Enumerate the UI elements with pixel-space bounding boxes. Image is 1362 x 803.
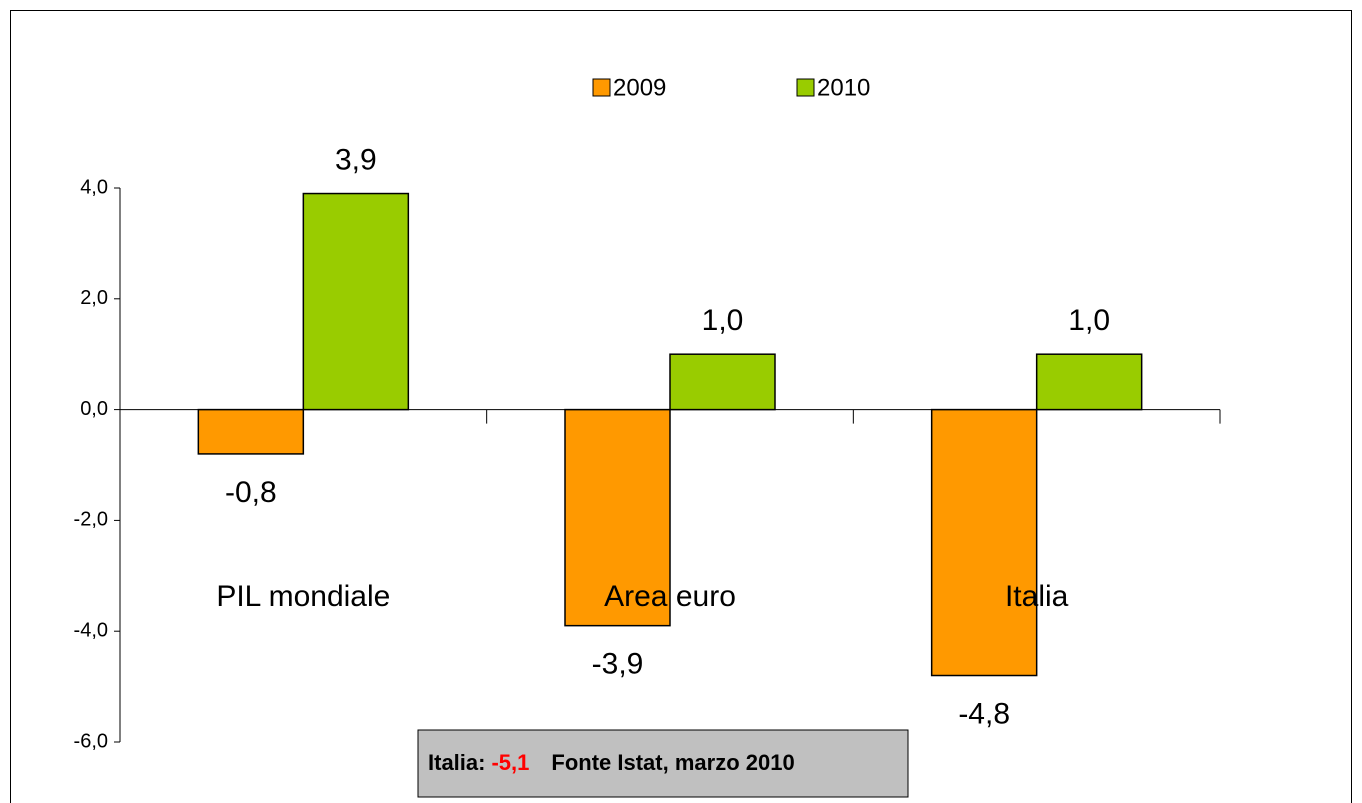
data-label: 1,0 [702,304,744,337]
data-label: -3,9 [592,648,644,681]
x-tick-label: PIL mondiale [216,580,390,613]
legend-swatch [592,78,611,97]
bar [564,408,671,627]
y-tick-label: 4,0 [80,176,108,198]
y-tick-label: -4,0 [74,619,108,641]
legend-label: 2009 [613,74,666,101]
bar [1035,353,1143,411]
data-label: 1,0 [1068,304,1110,337]
legend-swatch [796,78,815,97]
annotation-label: Italia: [428,750,485,775]
x-tick-label: Italia [1005,580,1069,613]
x-tick-label: Area euro [604,580,736,613]
data-label: 3,9 [335,143,377,176]
bar [930,408,1038,677]
plot: 4,0 2,0 0,0 -2,0 -4,0 -6,0 -0,8 3,9 -3,9 1,0 -4,8 1… [74,74,1221,752]
bar [197,408,305,455]
y-tick-label: -2,0 [74,509,108,531]
annotation-value: -5,1 [491,750,529,775]
y-tick-label: -6,0 [74,730,108,752]
legend-label: 2010 [817,74,870,101]
y-tick-label: 2,0 [80,287,108,309]
data-label: -4,8 [958,697,1010,730]
y-tick-label: 0,0 [80,398,108,420]
annotation-box [417,729,909,798]
annotation-source: Fonte Istat, marzo 2010 [551,750,794,775]
bar [669,353,776,411]
data-label: -0,8 [225,476,277,509]
bar [302,192,410,411]
annotation: Italia: -5,1 Fonte Istat, marzo 2010 [428,750,795,775]
